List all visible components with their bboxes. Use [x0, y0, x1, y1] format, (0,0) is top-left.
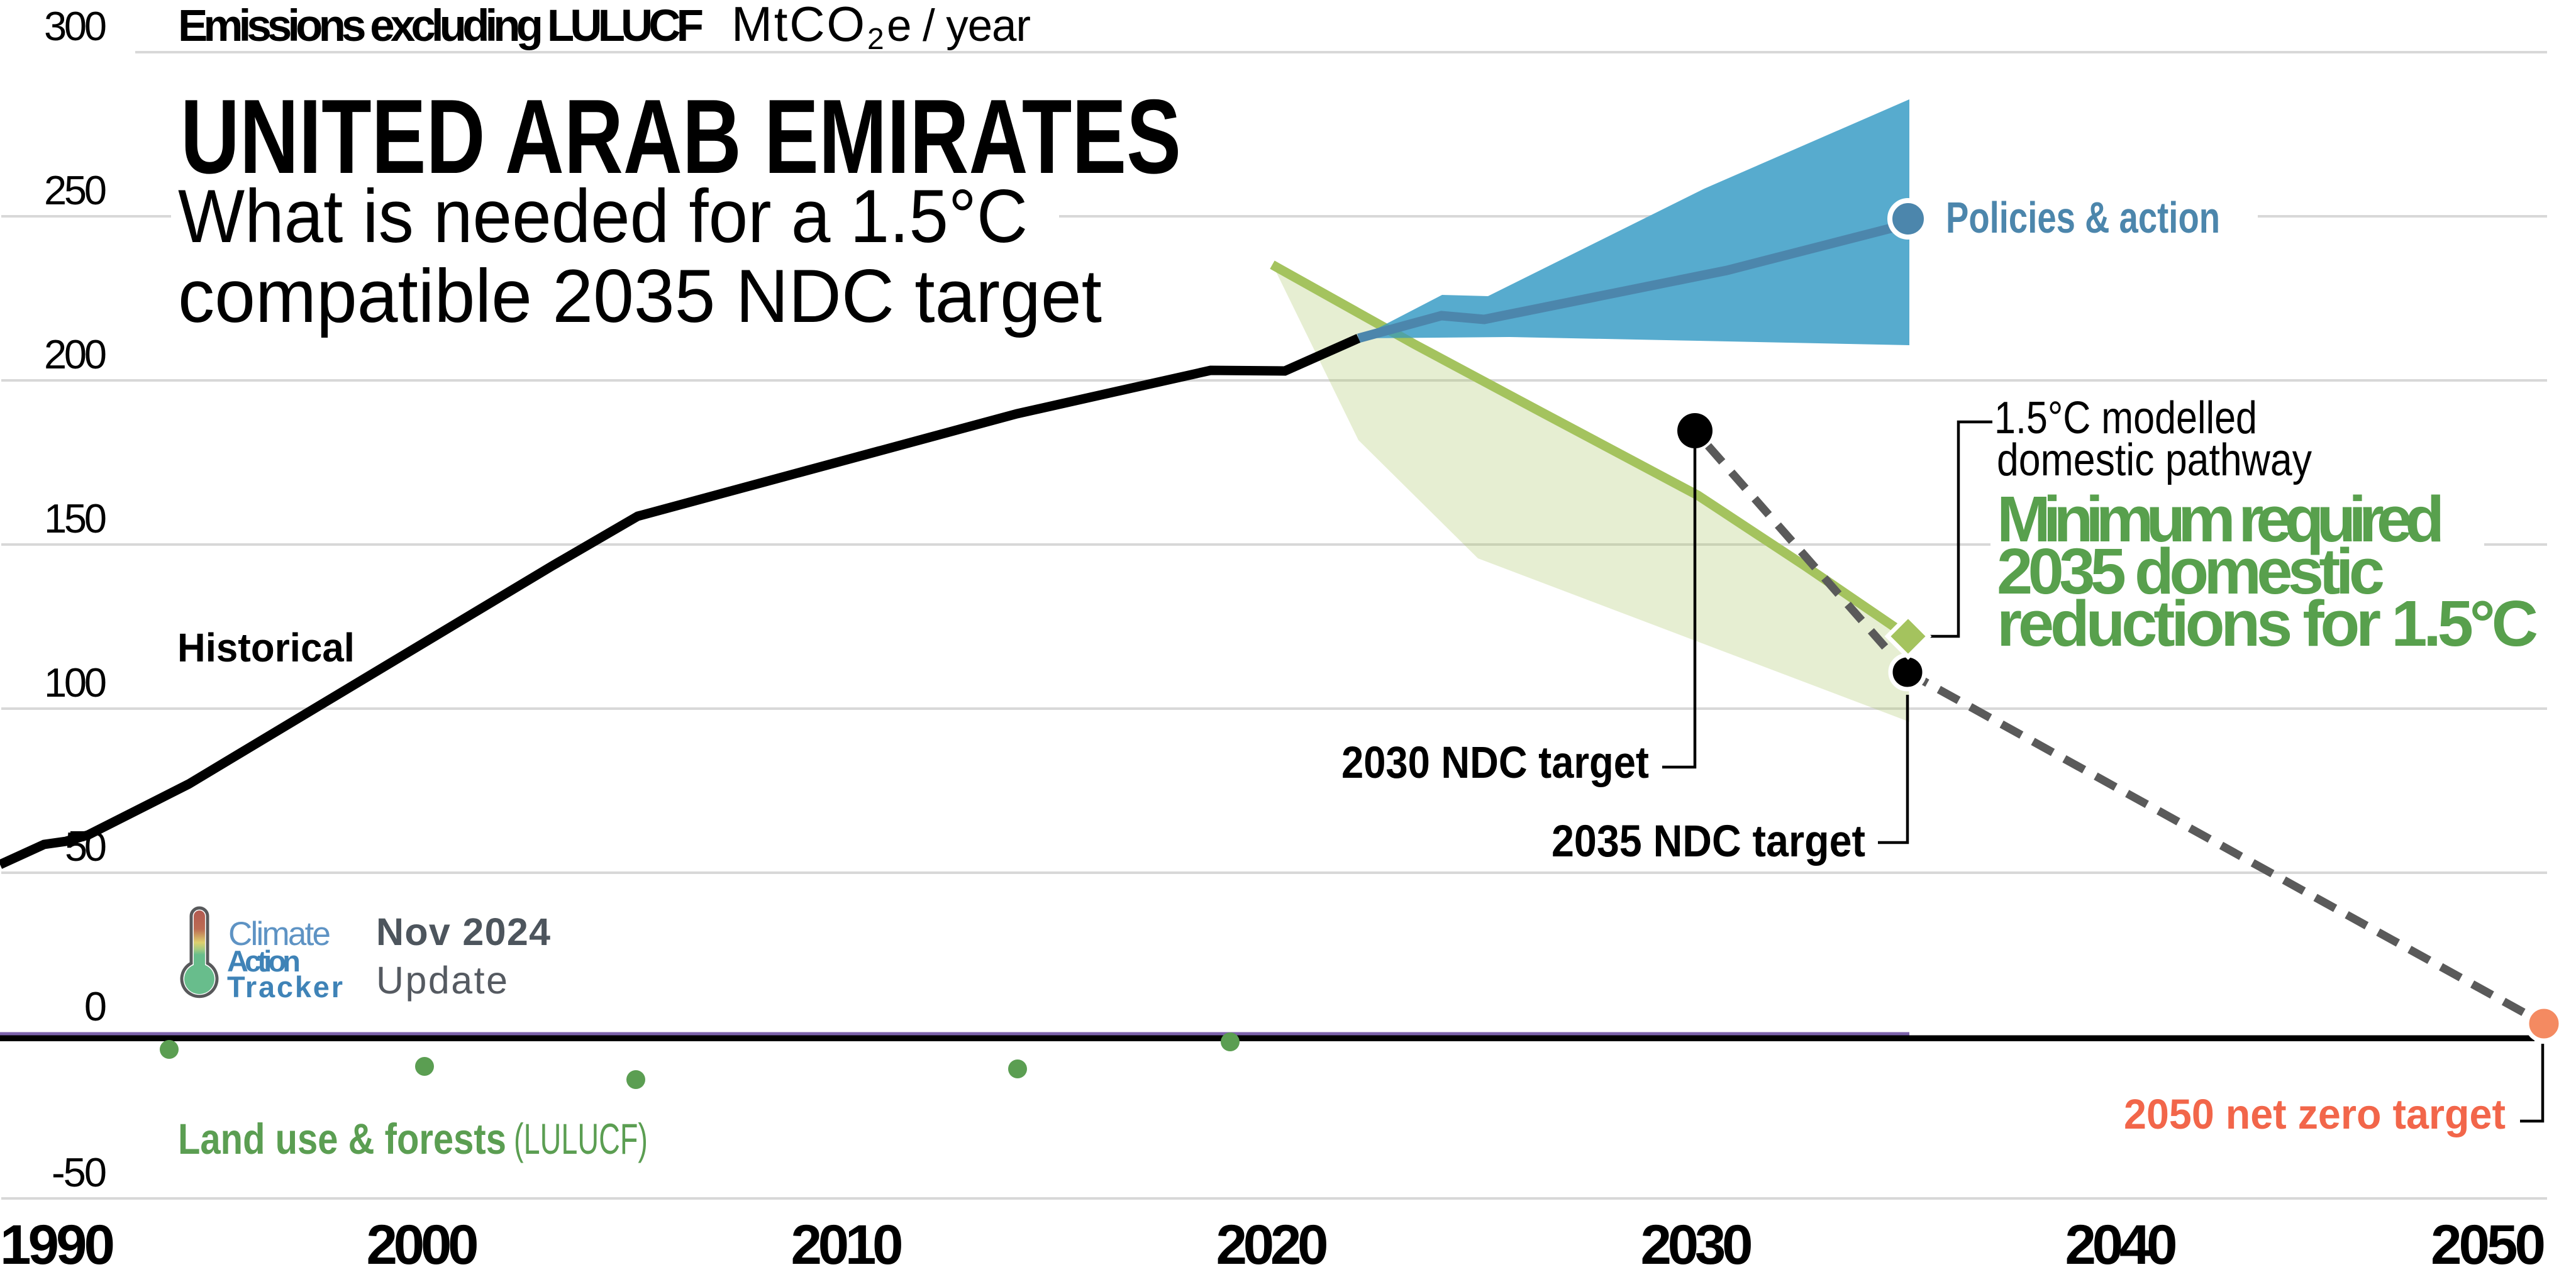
svg-text:2040: 2040 — [2065, 1213, 2178, 1272]
svg-text:Nov 2024: Nov 2024 — [376, 910, 550, 953]
svg-text:2020: 2020 — [1216, 1213, 1329, 1272]
svg-text:Climate: Climate — [228, 915, 331, 953]
svg-text:300: 300 — [44, 3, 107, 49]
svg-text:Historical: Historical — [177, 625, 355, 670]
svg-text:200: 200 — [44, 331, 107, 377]
svg-text:1.5°C modelled: 1.5°C modelled — [1994, 393, 2257, 443]
svg-text:(LULUCF): (LULUCF) — [514, 1115, 648, 1163]
svg-text:What is needed for a 1.5°C: What is needed for a 1.5°C — [178, 174, 1028, 258]
svg-text:Land use & forests: Land use & forests — [178, 1115, 506, 1163]
svg-text:domestic pathway: domestic pathway — [1997, 435, 2312, 485]
svg-text:2050: 2050 — [2431, 1213, 2546, 1272]
svg-text:2: 2 — [867, 23, 884, 56]
svg-text:100: 100 — [44, 660, 107, 705]
svg-text:MtCO: MtCO — [731, 0, 865, 52]
svg-text:Policies & action: Policies & action — [1946, 193, 2220, 242]
svg-text:Update: Update — [376, 959, 508, 1002]
svg-text:-50: -50 — [52, 1149, 107, 1195]
svg-text:2030 NDC target: 2030 NDC target — [1341, 738, 1649, 788]
svg-text:Tracker: Tracker — [227, 970, 343, 1004]
svg-text:250: 250 — [44, 167, 107, 213]
svg-text:2050 net zero target: 2050 net zero target — [2124, 1091, 2506, 1138]
svg-text:2000: 2000 — [367, 1213, 479, 1272]
svg-text:Emissions excluding LULUCF: Emissions excluding LULUCF — [178, 1, 704, 51]
svg-text:Action: Action — [227, 944, 301, 978]
svg-text:Minimum required: Minimum required — [1997, 483, 2445, 555]
svg-text:reductions for 1.5°C: reductions for 1.5°C — [1997, 587, 2538, 660]
svg-text:2030: 2030 — [1641, 1213, 1753, 1272]
svg-text:0: 0 — [84, 983, 107, 1029]
svg-text:e / year: e / year — [887, 1, 1031, 51]
svg-text:150: 150 — [44, 495, 107, 541]
svg-text:UNITED ARAB EMIRATES: UNITED ARAB EMIRATES — [180, 77, 1181, 196]
svg-text:2035 domestic: 2035 domestic — [1997, 535, 2385, 607]
svg-text:2010: 2010 — [791, 1213, 904, 1272]
svg-text:compatible 2035 NDC target: compatible 2035 NDC target — [178, 254, 1102, 338]
svg-text:2035 NDC target: 2035 NDC target — [1552, 817, 1865, 866]
svg-text:1990: 1990 — [0, 1213, 115, 1272]
